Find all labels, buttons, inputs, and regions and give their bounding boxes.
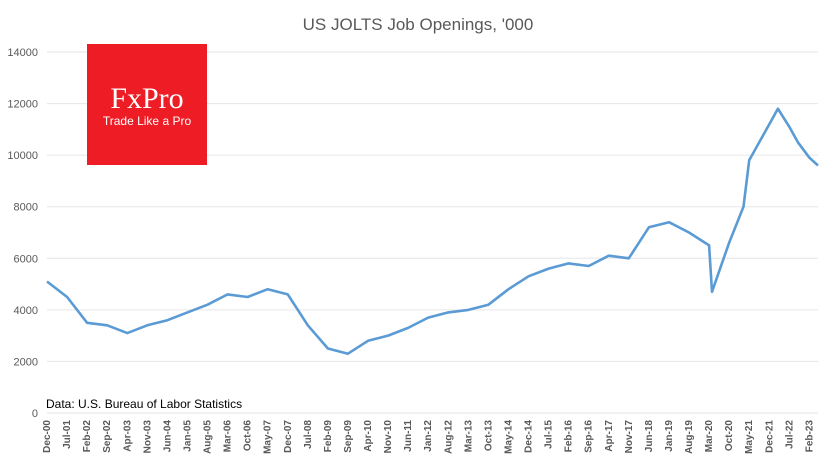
x-tick-label: Dec-14 xyxy=(524,420,535,453)
y-tick-label: 10000 xyxy=(7,150,38,162)
x-tick-label: Mar-13 xyxy=(463,420,474,453)
x-tick-label: Sep-16 xyxy=(584,420,595,453)
x-tick-label: Sep-09 xyxy=(343,420,354,453)
x-tick-label: Mar-20 xyxy=(704,420,715,453)
x-tick-label: Feb-09 xyxy=(323,420,334,453)
x-tick-label: May-21 xyxy=(744,420,755,454)
logo-background xyxy=(87,44,207,165)
y-tick-label: 0 xyxy=(32,408,38,420)
y-tick-label: 6000 xyxy=(14,253,38,265)
x-tick-label: May-07 xyxy=(263,420,274,454)
x-tick-label: Jul-22 xyxy=(784,420,795,449)
x-tick-label: Dec-00 xyxy=(42,420,53,453)
y-tick-label: 12000 xyxy=(7,99,38,111)
x-tick-label: Nov-10 xyxy=(383,420,394,454)
x-tick-label: Mar-06 xyxy=(223,420,234,453)
y-tick-label: 2000 xyxy=(14,356,38,368)
x-tick-label: Dec-07 xyxy=(283,420,294,453)
x-tick-label: Jun-11 xyxy=(403,420,414,452)
y-tick-label: 4000 xyxy=(14,305,38,317)
x-tick-label: Apr-10 xyxy=(363,420,374,452)
logo: FxPro Trade Like a Pro xyxy=(87,44,207,165)
x-tick-label: Aug-05 xyxy=(203,420,214,454)
x-tick-label: Jan-05 xyxy=(182,420,193,452)
x-tick-label: Aug-19 xyxy=(684,420,695,454)
series-line-job-openings xyxy=(46,107,819,355)
x-tick-label: Jul-08 xyxy=(303,420,314,449)
x-tick-label: Jun-18 xyxy=(644,420,655,453)
y-axis-tick-labels: 0 2000 4000 6000 8000 10000 12000 14000 xyxy=(7,47,38,420)
chart-title: US JOLTS Job Openings, '000 xyxy=(303,15,534,34)
y-tick-label: 8000 xyxy=(14,202,38,214)
x-tick-label: Apr-03 xyxy=(122,420,133,452)
x-tick-label: Apr-17 xyxy=(604,420,615,452)
x-tick-label: Oct-20 xyxy=(724,420,735,452)
x-tick-label: Jul-15 xyxy=(544,420,555,449)
x-tick-label: Feb-16 xyxy=(564,420,575,453)
x-tick-label: Dec-21 xyxy=(764,420,775,453)
x-tick-label: Oct-06 xyxy=(243,420,254,452)
x-tick-label: Jan-19 xyxy=(664,420,675,452)
x-tick-label: Nov-17 xyxy=(624,420,635,454)
x-tick-label: Nov-03 xyxy=(142,420,153,454)
x-tick-label: Jun-04 xyxy=(162,420,173,453)
logo-name: FxPro xyxy=(110,82,183,115)
x-tick-label: Feb-23 xyxy=(804,420,815,453)
source-note: Data: U.S. Bureau of Labor Statistics xyxy=(46,397,242,411)
logo-tagline: Trade Like a Pro xyxy=(103,114,192,128)
x-tick-label: May-14 xyxy=(503,420,514,454)
x-tick-label: Oct-13 xyxy=(483,420,494,452)
x-tick-label: Aug-12 xyxy=(443,420,454,454)
x-axis-tick-labels: Dec-00 Jul-01 Feb-02 Sep-02 Apr-03 Nov-03 Jun-… xyxy=(42,420,815,454)
y-tick-label: 14000 xyxy=(7,47,38,59)
x-tick-label: Jan-12 xyxy=(423,420,434,452)
x-tick-label: Sep-02 xyxy=(102,420,113,453)
x-tick-label: Jul-01 xyxy=(62,420,73,449)
x-tick-label: Feb-02 xyxy=(82,420,93,453)
